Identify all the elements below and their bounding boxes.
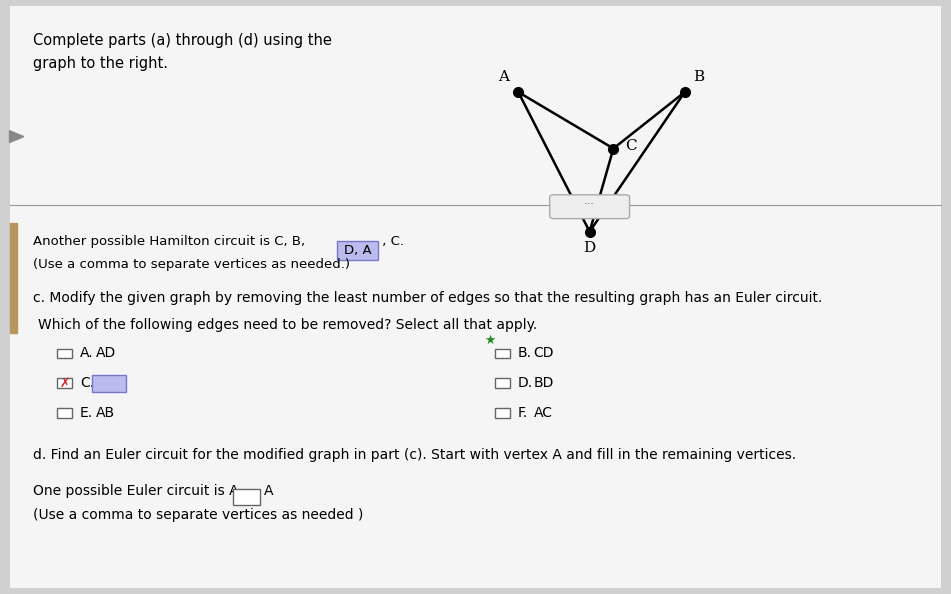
- Text: C: C: [625, 138, 636, 153]
- Text: CD: CD: [534, 346, 554, 361]
- Text: BD: BD: [534, 376, 553, 390]
- Bar: [495, 378, 510, 388]
- Text: B.: B.: [517, 346, 532, 361]
- Text: Complete parts (a) through (d) using the: Complete parts (a) through (d) using the: [33, 33, 332, 48]
- Text: d. Find an Euler circuit for the modified graph in part (c). Start with vertex A: d. Find an Euler circuit for the modifie…: [33, 448, 796, 463]
- Text: ...: ...: [584, 196, 595, 206]
- Text: AD: AD: [96, 346, 116, 361]
- Text: AC: AC: [534, 406, 553, 420]
- Polygon shape: [10, 131, 24, 143]
- Text: , C.: , C.: [378, 235, 403, 248]
- Text: A.: A.: [80, 346, 93, 361]
- Text: C.: C.: [80, 376, 94, 390]
- Text: graph to the right.: graph to the right.: [33, 56, 168, 71]
- Bar: [57, 378, 72, 388]
- Text: D.: D.: [517, 376, 533, 390]
- Text: Which of the following edges need to be removed? Select all that apply.: Which of the following edges need to be …: [38, 318, 537, 332]
- Bar: [57, 408, 72, 418]
- Text: A: A: [498, 70, 510, 84]
- Text: c. Modify the given graph by removing the least number of edges so that the resu: c. Modify the given graph by removing th…: [33, 291, 823, 305]
- Text: A: A: [263, 484, 273, 498]
- Text: (Use a comma to separate vertices as needed ): (Use a comma to separate vertices as nee…: [33, 508, 363, 522]
- Text: AB: AB: [96, 406, 115, 420]
- Text: B: B: [693, 70, 705, 84]
- Text: D: D: [584, 241, 595, 255]
- FancyBboxPatch shape: [92, 375, 126, 392]
- Bar: [10, 223, 17, 333]
- FancyBboxPatch shape: [550, 195, 630, 219]
- Text: One possible Euler circuit is A,: One possible Euler circuit is A,: [33, 484, 243, 498]
- Text: BC: BC: [96, 376, 115, 390]
- Text: Another possible Hamilton circuit is C, B,: Another possible Hamilton circuit is C, …: [33, 235, 310, 248]
- Text: ★: ★: [484, 334, 495, 347]
- Text: E.: E.: [80, 406, 93, 420]
- Bar: [495, 349, 510, 358]
- Bar: [57, 349, 72, 358]
- Bar: [495, 408, 510, 418]
- Bar: [233, 489, 260, 505]
- Text: (Use a comma to separate vertices as needed.): (Use a comma to separate vertices as nee…: [33, 258, 350, 271]
- Text: F.: F.: [517, 406, 528, 420]
- FancyBboxPatch shape: [337, 241, 378, 260]
- Text: D, A: D, A: [343, 244, 372, 257]
- Text: ✗: ✗: [59, 377, 70, 390]
